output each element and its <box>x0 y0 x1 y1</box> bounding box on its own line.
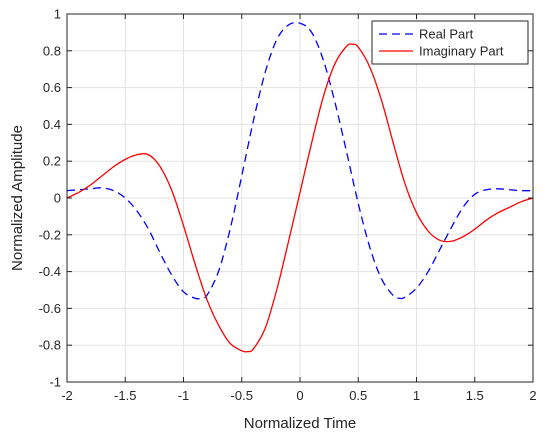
legend-label-imaginary-part: Imaginary Part <box>419 44 504 59</box>
x-tick-label: 1 <box>413 388 420 403</box>
x-tick-label: 1.5 <box>466 388 484 403</box>
y-tick-label: 0.6 <box>43 80 61 95</box>
y-axis-label: Normalized Amplitude <box>9 125 26 271</box>
y-tick-label: 0 <box>54 191 61 206</box>
series-layer <box>66 21 534 353</box>
x-tick-label: 0 <box>296 388 303 403</box>
x-tick-label: -1 <box>178 388 190 403</box>
y-tick-label: -0.6 <box>39 301 61 316</box>
y-tick-label: 0.2 <box>43 154 61 169</box>
x-tick-label: 0.5 <box>349 388 367 403</box>
ticks: -2 -1.5 -1 -0.5 0 0.5 1 1.5 2 -1 -0.8 -0.6 -0.4 -0.2 0… <box>39 7 537 404</box>
x-tick-label: -2 <box>61 388 73 403</box>
y-tick-label: -0.8 <box>39 338 61 353</box>
y-tick-label: 1 <box>54 7 61 22</box>
x-tick-label: 2 <box>529 388 536 403</box>
y-tick-label: -1 <box>49 375 61 390</box>
grid <box>66 13 534 383</box>
series-line-imaginary-part <box>66 43 534 353</box>
y-tick-label: -0.2 <box>39 227 61 242</box>
y-tick-label: -0.4 <box>39 264 61 279</box>
legend-box <box>371 20 529 65</box>
legend: Real Part Imaginary Part <box>371 20 529 65</box>
x-axis-label: Normalized Time <box>244 415 357 432</box>
y-tick-label: 0.8 <box>43 43 61 58</box>
series-line-real-part <box>66 21 534 300</box>
legend-label-real-part: Real Part <box>419 27 474 42</box>
x-tick-label: -0.5 <box>231 388 253 403</box>
y-tick-label: 0.4 <box>43 117 61 132</box>
x-tick-label: -1.5 <box>114 388 136 403</box>
